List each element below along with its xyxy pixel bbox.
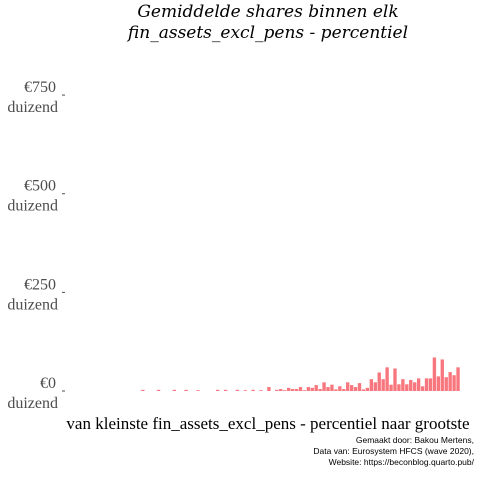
bar-percentile-46: [243, 390, 247, 391]
bar-percentile-31: [184, 389, 188, 391]
bar-percentile-100: [456, 367, 460, 391]
y-tick-unit-label: duizend: [7, 99, 58, 116]
bar-percentile-79: [373, 382, 377, 391]
bar-percentile-98: [448, 372, 452, 391]
chart-title-line-2: fin_assets_excl_pens - percentiel: [126, 23, 408, 43]
bar-percentile-80: [377, 372, 381, 391]
bar-percentile-59: [294, 389, 299, 391]
bar-percentile-72: [346, 382, 350, 391]
bar-percentile-92: [424, 378, 429, 391]
y-tick-unit-label: duizend: [7, 395, 58, 412]
bar-percentile-57: [286, 387, 291, 391]
bar-percentile-34: [196, 390, 200, 391]
bar-percentile-81: [381, 379, 385, 391]
bar-percentile-78: [369, 379, 374, 391]
y-tick-label: €500: [24, 178, 56, 195]
bar-percentile-95: [436, 376, 441, 391]
bar-percentile-68: [330, 384, 334, 391]
bar-percentile-84: [393, 368, 397, 391]
bar-percentile-71: [342, 389, 346, 391]
bar-percentile-64: [314, 385, 318, 391]
bar-percentile-70: [338, 386, 342, 391]
bar-percentile-55: [279, 389, 283, 391]
bar-percentile-76: [361, 389, 366, 391]
bar-percentile-83: [389, 384, 393, 391]
bar-percentile-77: [365, 387, 370, 391]
bar-percentile-54: [275, 389, 279, 391]
caption-line-1: Gemaakt door: Bakou Mertens,: [356, 435, 474, 445]
bar-percentile-60: [298, 387, 303, 391]
x-axis-label: van kleinste fin_assets_excl_pens - perc…: [66, 414, 469, 433]
bar-percentile-87: [405, 384, 409, 391]
bar-percentile-93: [428, 378, 433, 391]
bar-percentile-86: [401, 379, 405, 391]
y-tick-label: €750: [24, 79, 56, 96]
bar-percentile-96: [440, 359, 444, 391]
bar-percentile-75: [357, 383, 362, 391]
bar-percentile-73: [349, 385, 354, 391]
bar-percentile-50: [259, 390, 263, 391]
caption-line-3: Website: https://beconblog.quarto.pub/: [329, 457, 475, 467]
bar-percentile-67: [326, 387, 330, 391]
bar-percentile-58: [290, 389, 295, 391]
bar-percentile-97: [444, 377, 448, 391]
bar-percentile-99: [452, 375, 456, 391]
bar-percentile-94: [432, 357, 437, 391]
y-tick-unit-label: duizend: [7, 296, 58, 313]
bar-percentile-28: [172, 389, 177, 391]
bar-percentile-74: [353, 387, 358, 391]
bar-percentile-65: [318, 389, 322, 391]
caption-line-2: Data van: Eurosystem HFCS (wave 2020),: [313, 446, 474, 456]
bar-percentile-20: [141, 389, 145, 391]
chart-title-line-1: Gemiddelde shares binnen elk: [137, 2, 398, 22]
bar-percentile-82: [385, 367, 389, 391]
y-axis: €0 duizend €250 duizend €500 duizend €750 duize…: [7, 79, 65, 412]
y-tick-label: €250: [24, 276, 56, 293]
bar-percentile-62: [306, 387, 310, 391]
bar-percentile-52: [267, 387, 271, 391]
bar-percentile-88: [409, 379, 413, 391]
bars: [141, 357, 460, 391]
y-tick-label: €0: [40, 375, 56, 392]
y-tick-unit-label: duizend: [7, 198, 58, 215]
bar-percentile-56: [283, 390, 287, 391]
bar-percentile-89: [413, 382, 417, 391]
bar-percentile-66: [322, 382, 326, 391]
bar-percentile-24: [156, 389, 161, 391]
bar-percentile-39: [216, 389, 220, 391]
bar-percentile-63: [310, 387, 314, 391]
bar-percentile-90: [416, 378, 421, 391]
bar-percentile-48: [251, 389, 255, 391]
bar-percentile-41: [223, 389, 228, 391]
bar-percentile-91: [420, 386, 425, 391]
bar-percentile-69: [334, 389, 338, 391]
bar-percentile-61: [302, 390, 307, 391]
bar-percentile-85: [397, 384, 401, 391]
bar-percentile-44: [235, 389, 240, 391]
